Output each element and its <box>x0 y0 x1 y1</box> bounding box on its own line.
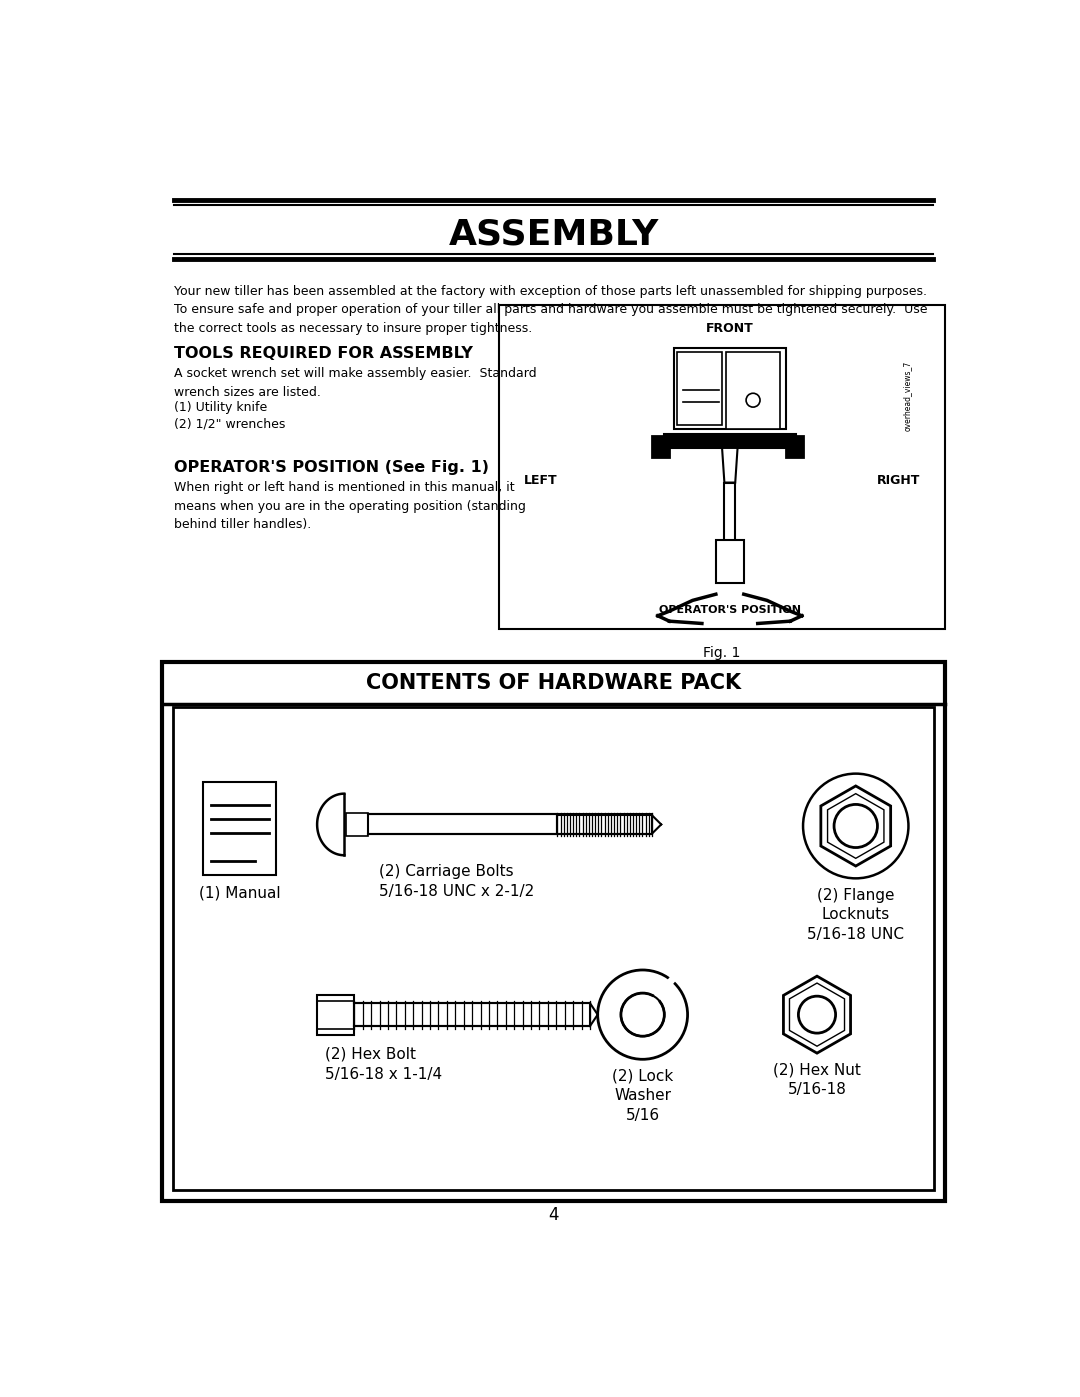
Text: Your new tiller has been assembled at the factory with exception of those parts : Your new tiller has been assembled at th… <box>174 285 928 335</box>
Text: overhead_views_7: overhead_views_7 <box>902 360 912 432</box>
Bar <box>716 541 744 583</box>
Bar <box>318 995 354 1035</box>
Text: TOOLS REQUIRED FOR ASSEMBLY: TOOLS REQUIRED FOR ASSEMBLY <box>174 346 473 362</box>
Text: FRONT: FRONT <box>706 323 754 335</box>
Polygon shape <box>821 787 891 866</box>
Circle shape <box>621 993 664 1037</box>
Bar <box>677 352 723 425</box>
Polygon shape <box>827 793 883 858</box>
Bar <box>674 348 785 429</box>
Text: (2) Flange
Locknuts
5/16-18 UNC: (2) Flange Locknuts 5/16-18 UNC <box>807 887 904 942</box>
Bar <box>499 306 945 629</box>
Bar <box>346 813 367 835</box>
Text: (2) 1/2" wrenches: (2) 1/2" wrenches <box>174 418 285 430</box>
Bar <box>557 816 652 834</box>
Text: 4: 4 <box>549 1206 558 1224</box>
Circle shape <box>834 805 877 848</box>
Text: When right or left hand is mentioned in this manual, it
means when you are in th: When right or left hand is mentioned in … <box>174 481 526 531</box>
Bar <box>726 352 780 429</box>
Circle shape <box>597 970 688 1059</box>
Text: (2) Hex Bolt
5/16-18 x 1-1/4: (2) Hex Bolt 5/16-18 x 1-1/4 <box>325 1046 442 1081</box>
Text: (2) Hex Nut
5/16-18: (2) Hex Nut 5/16-18 <box>773 1062 861 1097</box>
Bar <box>367 814 557 834</box>
Text: (2) Lock
Washer
5/16: (2) Lock Washer 5/16 <box>612 1069 673 1123</box>
Text: OPERATOR'S POSITION: OPERATOR'S POSITION <box>659 605 800 615</box>
Bar <box>173 707 934 1190</box>
Polygon shape <box>723 448 738 482</box>
Polygon shape <box>789 983 845 1046</box>
Circle shape <box>746 393 760 407</box>
Text: RIGHT: RIGHT <box>877 474 920 486</box>
Text: (1) Manual: (1) Manual <box>199 886 281 900</box>
Circle shape <box>804 774 908 879</box>
Text: OPERATOR'S POSITION (See Fig. 1): OPERATOR'S POSITION (See Fig. 1) <box>174 460 489 475</box>
Circle shape <box>798 996 836 1034</box>
Bar <box>203 782 276 875</box>
Text: A socket wrench set will make assembly easier.  Standard
wrench sizes are listed: A socket wrench set will make assembly e… <box>174 367 537 398</box>
Bar <box>354 1003 590 1027</box>
Text: (1) Utility knife: (1) Utility knife <box>174 401 267 414</box>
Text: LEFT: LEFT <box>524 474 557 486</box>
Bar <box>664 434 796 448</box>
Bar <box>652 436 670 457</box>
Text: (2) Carriage Bolts
5/16-18 UNC x 2-1/2: (2) Carriage Bolts 5/16-18 UNC x 2-1/2 <box>379 865 535 900</box>
Bar <box>785 436 802 457</box>
Text: CONTENTS OF HARDWARE PACK: CONTENTS OF HARDWARE PACK <box>366 673 741 693</box>
Text: ASSEMBLY: ASSEMBLY <box>448 218 659 251</box>
Bar <box>725 482 735 545</box>
Text: Fig. 1: Fig. 1 <box>703 645 741 659</box>
Bar <box>162 662 945 1201</box>
Polygon shape <box>783 977 851 1053</box>
